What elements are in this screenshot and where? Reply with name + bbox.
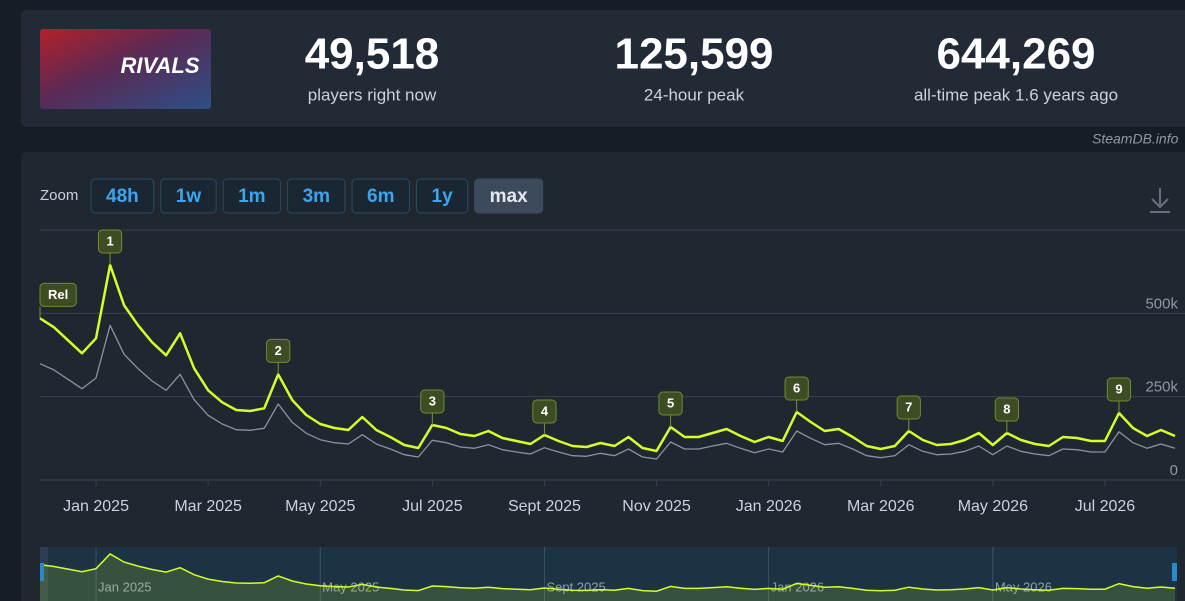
x-tick-label: Mar 2025 (174, 498, 242, 515)
button-label: 1w (176, 186, 202, 207)
x-tick-label: May 2026 (958, 498, 1028, 515)
annotation[interactable]: 4 (532, 399, 557, 435)
button-bg (222, 178, 282, 214)
stat-value: 644,269 (936, 30, 1095, 79)
annotation-box (97, 229, 123, 254)
annotation-label: 1 (106, 233, 113, 248)
button-bg (287, 178, 346, 214)
zoom-button[interactable]: 1w (160, 178, 217, 214)
navigator-label: May 2026 (995, 579, 1052, 594)
zoom-label: Zoom (40, 187, 78, 204)
annotation-label: 5 (667, 395, 674, 410)
navigator[interactable] (40, 547, 1177, 601)
annotation-box (266, 338, 291, 363)
y-tick-label: 0 (1170, 462, 1178, 479)
button-bg (160, 178, 217, 214)
game-logo (40, 29, 211, 109)
zoom-button[interactable]: 1y (416, 178, 469, 214)
x-tick-label: Jul 2026 (1075, 498, 1136, 515)
x-tick-label: Jan 2026 (736, 498, 802, 515)
navigator-line (40, 553, 1176, 592)
x-tick-label: Jul 2025 (402, 498, 463, 515)
annotation[interactable]: 7 (896, 395, 921, 431)
y-tick-label: 250k (1145, 379, 1178, 396)
annotation-box (532, 399, 557, 424)
navigator-handle (40, 563, 44, 581)
stat-label: 24-hour peak (644, 85, 745, 104)
navigator-handle (1172, 563, 1177, 581)
annotation[interactable]: 8 (994, 397, 1019, 433)
annotation-box (896, 395, 921, 420)
annotation-label: 4 (541, 403, 549, 418)
annotation-label: 9 (1115, 381, 1122, 396)
navigator-chart: Jan 2025 May 2025 Sept 2025 Jan 2026 May 202… (40, 547, 1177, 601)
logo-text: RIVALS (120, 53, 199, 78)
navigator-label: Jan 2025 (98, 579, 151, 594)
annotation-box (1106, 377, 1132, 402)
button-bg (474, 178, 544, 214)
annotation-box (420, 389, 445, 414)
series-line (39, 263, 1176, 453)
zoom-button[interactable]: 3m (287, 178, 346, 214)
stats-panel (21, 10, 1185, 127)
annotation[interactable]: Rel (39, 282, 77, 319)
annotation[interactable]: 6 (784, 376, 809, 412)
watermark: SteamDB.info (1092, 131, 1179, 147)
annotation-label: 6 (793, 380, 800, 395)
chart-panel (21, 152, 1185, 601)
y-tick-label: 500k (1145, 295, 1178, 312)
navigator-label: Jan 2026 (771, 579, 825, 594)
navigator-area (40, 554, 1175, 601)
annotation[interactable]: 3 (420, 389, 445, 425)
annotation-box (994, 397, 1019, 422)
button-label: 1y (432, 186, 454, 207)
button-bg (90, 178, 155, 214)
zoom-button[interactable]: 48h (90, 178, 155, 214)
button-label: 1m (238, 186, 265, 207)
button-bg (351, 178, 411, 214)
annotation[interactable]: 5 (658, 391, 683, 427)
stat-value: 125,599 (614, 30, 773, 79)
annotation-label: Rel (48, 287, 68, 302)
annotation-label: 8 (1003, 401, 1010, 416)
zoom-button[interactable]: 1m (222, 178, 282, 214)
stat-value: 49,518 (305, 30, 440, 79)
button-label: 6m (367, 186, 394, 207)
download-icon[interactable] (1150, 188, 1170, 213)
annotation-label: 2 (275, 343, 282, 358)
annotation-box (658, 391, 683, 416)
annotation-box (784, 376, 809, 401)
annotation-label: 3 (429, 393, 436, 408)
x-tick-label: Nov 2025 (622, 498, 691, 515)
zoom-button[interactable]: max (474, 178, 544, 214)
button-label: 3m (303, 186, 330, 207)
annotation[interactable]: 1 (97, 229, 123, 265)
button-label: max (490, 186, 528, 207)
series-line (39, 324, 1176, 460)
annotation[interactable]: 9 (1106, 377, 1132, 413)
annotation-label: 7 (905, 399, 912, 414)
x-tick-label: Sept 2025 (508, 498, 581, 515)
x-tick-label: Mar 2026 (847, 498, 915, 515)
annotation-box (39, 282, 77, 307)
x-tick-label: Jan 2025 (63, 498, 129, 515)
x-tick-label: May 2025 (285, 498, 355, 515)
annotation[interactable]: 2 (266, 338, 291, 375)
zoom-button[interactable]: 6m (351, 178, 411, 214)
stat-label: players right now (308, 85, 437, 104)
button-bg (416, 178, 469, 214)
stat-label: all-time peak 1.6 years ago (914, 85, 1118, 104)
button-label: 48h (106, 186, 139, 207)
